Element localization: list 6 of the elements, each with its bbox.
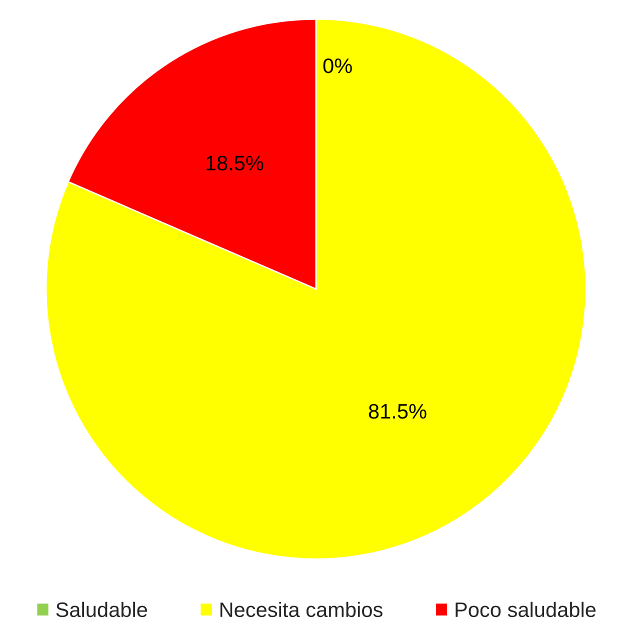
text: 0% xyxy=(323,58,352,74)
legend-label: Necesita cambios xyxy=(220,602,382,618)
legend-label: Poco saludable xyxy=(456,602,596,618)
legend-label: Saludable xyxy=(56,602,148,618)
data-label: 81.5% xyxy=(368,404,426,419)
data-label: 18.5% xyxy=(206,156,264,170)
